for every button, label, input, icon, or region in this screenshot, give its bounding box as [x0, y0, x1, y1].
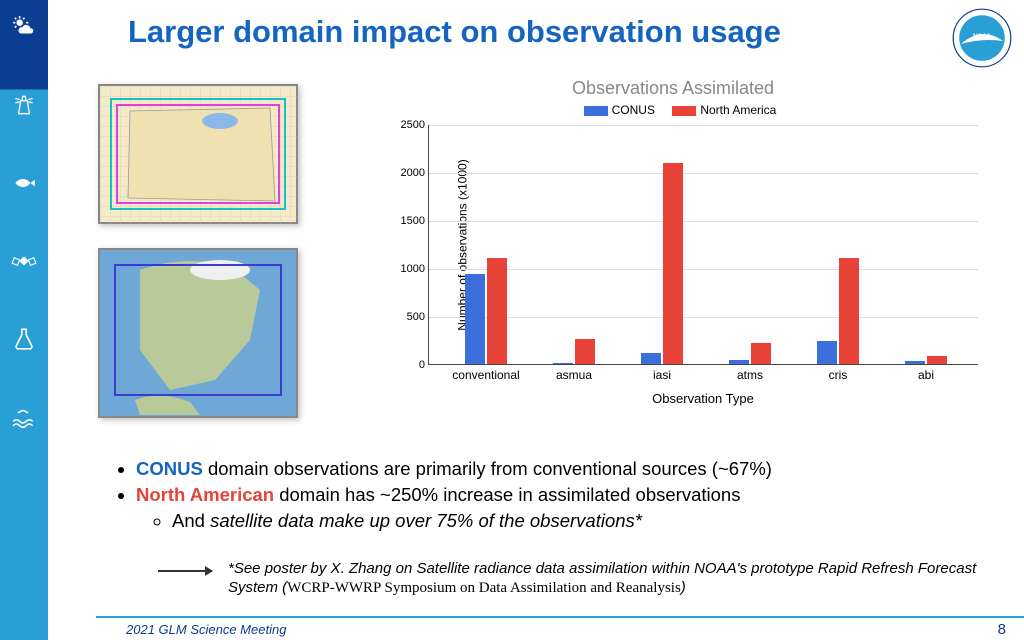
footnote-text: *See poster by X. Zhang on Satellite rad…	[228, 560, 1008, 598]
bullet-item: CONUS domain observations are primarily …	[136, 456, 772, 482]
chart-title: Observations Assimilated	[368, 78, 978, 99]
bar	[575, 339, 595, 364]
chart-legend: CONUS North America	[368, 103, 978, 117]
page-number: 8	[998, 621, 1006, 638]
bar	[487, 258, 507, 364]
bullet-list: CONUS domain observations are primarily …	[108, 456, 772, 534]
map-north-america	[98, 248, 298, 418]
x-axis-label: Observation Type	[428, 391, 978, 406]
arrow-icon	[158, 570, 212, 572]
legend-swatch-na	[672, 106, 696, 116]
bullet-item: North American domain has ~250% increase…	[136, 482, 772, 534]
noaa-logo: NOAA	[952, 8, 1012, 68]
bar	[663, 163, 683, 364]
sun-cloud-icon	[11, 14, 37, 40]
lighthouse-icon	[11, 92, 37, 118]
legend-swatch-conus	[584, 106, 608, 116]
fish-icon	[11, 170, 37, 196]
bar	[465, 274, 485, 364]
bar	[641, 353, 661, 364]
svg-text:NOAA: NOAA	[973, 34, 991, 40]
footer: 2021 GLM Science Meeting 8	[96, 616, 1024, 640]
bar	[751, 343, 771, 364]
legend-label: CONUS	[612, 103, 655, 117]
slide-title: Larger domain impact on observation usag…	[128, 14, 781, 50]
map-conus	[98, 84, 298, 224]
bar	[927, 356, 947, 364]
chart-plot: Number of observations (x1000) 050010001…	[428, 125, 978, 365]
sidebar-nav	[0, 0, 48, 640]
bar	[839, 258, 859, 364]
wave-bird-icon	[11, 404, 37, 430]
bar	[817, 341, 837, 364]
bullet-sub-item: And satellite data make up over 75% of t…	[172, 508, 772, 534]
satellite-icon	[11, 248, 37, 274]
legend-label: North America	[700, 103, 776, 117]
footer-meeting: 2021 GLM Science Meeting	[126, 622, 286, 637]
flask-icon	[11, 326, 37, 352]
observations-chart: Observations Assimilated CONUS North Ame…	[368, 78, 978, 408]
